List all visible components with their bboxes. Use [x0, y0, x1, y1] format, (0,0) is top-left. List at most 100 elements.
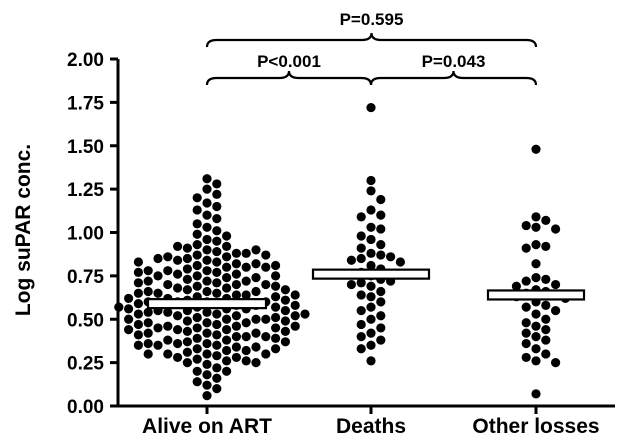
data-point [192, 229, 202, 239]
data-point [182, 326, 192, 336]
data-point [261, 262, 271, 272]
data-point [521, 276, 531, 286]
data-point [192, 312, 202, 323]
data-point [143, 328, 153, 338]
data-point [222, 325, 232, 335]
data-point [202, 307, 212, 317]
data-point [202, 245, 212, 255]
data-point [511, 281, 521, 291]
comparison-bracket [205, 70, 373, 86]
data-point [212, 201, 222, 212]
data-point [280, 337, 290, 347]
data-point [182, 347, 192, 357]
data-point [202, 198, 212, 208]
data-point [251, 245, 261, 255]
data-point [366, 302, 376, 312]
data-point [366, 205, 376, 215]
comparison-p-value: P<0.001 [257, 52, 321, 71]
data-point [366, 234, 376, 245]
data-point [222, 273, 232, 283]
y-tick-label: 0.75 [67, 267, 104, 288]
data-point [212, 330, 222, 340]
data-point [531, 332, 541, 342]
data-point [153, 288, 163, 298]
data-point [143, 266, 153, 276]
data-point [231, 352, 241, 363]
data-point [531, 344, 541, 354]
data-point [271, 271, 281, 281]
y-tick-label: 0.50 [67, 310, 104, 331]
data-point [192, 271, 202, 281]
data-point [280, 316, 290, 326]
data-point [251, 273, 261, 283]
data-point [202, 184, 212, 194]
data-point [541, 241, 551, 251]
data-point [212, 257, 222, 267]
median-bar [311, 268, 431, 280]
data-point [541, 215, 551, 225]
data-point [182, 243, 192, 253]
data-point [261, 314, 271, 324]
data-point [202, 286, 212, 297]
data-point [521, 328, 531, 338]
data-point [182, 358, 192, 368]
data-point [133, 257, 143, 267]
data-point [202, 255, 212, 265]
data-point [222, 314, 232, 324]
data-point [133, 340, 143, 350]
data-point [271, 260, 281, 271]
data-point [182, 316, 192, 326]
data-point [212, 288, 222, 298]
data-point [192, 281, 202, 291]
data-point [251, 328, 261, 338]
data-point [271, 323, 281, 333]
data-point [163, 279, 173, 290]
data-point [182, 337, 192, 347]
data-point [261, 279, 271, 290]
data-point [531, 389, 541, 399]
data-point [212, 384, 222, 394]
data-point [231, 311, 241, 321]
data-point [366, 356, 376, 366]
data-point [192, 193, 202, 203]
data-point [231, 259, 241, 269]
data-point [366, 328, 376, 338]
data-point [356, 319, 366, 330]
data-point [531, 259, 541, 269]
data-point [531, 240, 541, 250]
data-point [192, 260, 202, 271]
data-point [521, 338, 531, 349]
data-point [271, 312, 281, 323]
data-point [202, 266, 212, 276]
data-point [222, 335, 232, 345]
data-point [182, 285, 192, 295]
data-point [114, 302, 124, 312]
data-point [202, 380, 212, 390]
data-point [386, 252, 396, 262]
data-point [212, 214, 222, 224]
data-point [212, 226, 222, 236]
data-point [356, 243, 366, 253]
data-point [551, 305, 561, 316]
data-point [153, 340, 163, 350]
data-point [231, 342, 241, 352]
data-point [192, 323, 202, 333]
data-point [280, 326, 290, 336]
data-point [376, 323, 386, 333]
data-point [133, 330, 143, 340]
data-point [143, 318, 153, 328]
data-point [376, 250, 386, 260]
data-point [366, 102, 376, 113]
data-point [356, 278, 366, 288]
data-point [241, 262, 251, 272]
data-point [376, 240, 386, 250]
data-point [212, 363, 222, 373]
data-point [541, 300, 551, 310]
comparison-bracket [205, 32, 538, 48]
data-point [356, 253, 366, 264]
data-point [366, 175, 376, 186]
data-point [271, 302, 281, 312]
data-point [202, 210, 212, 220]
data-point [182, 264, 192, 274]
